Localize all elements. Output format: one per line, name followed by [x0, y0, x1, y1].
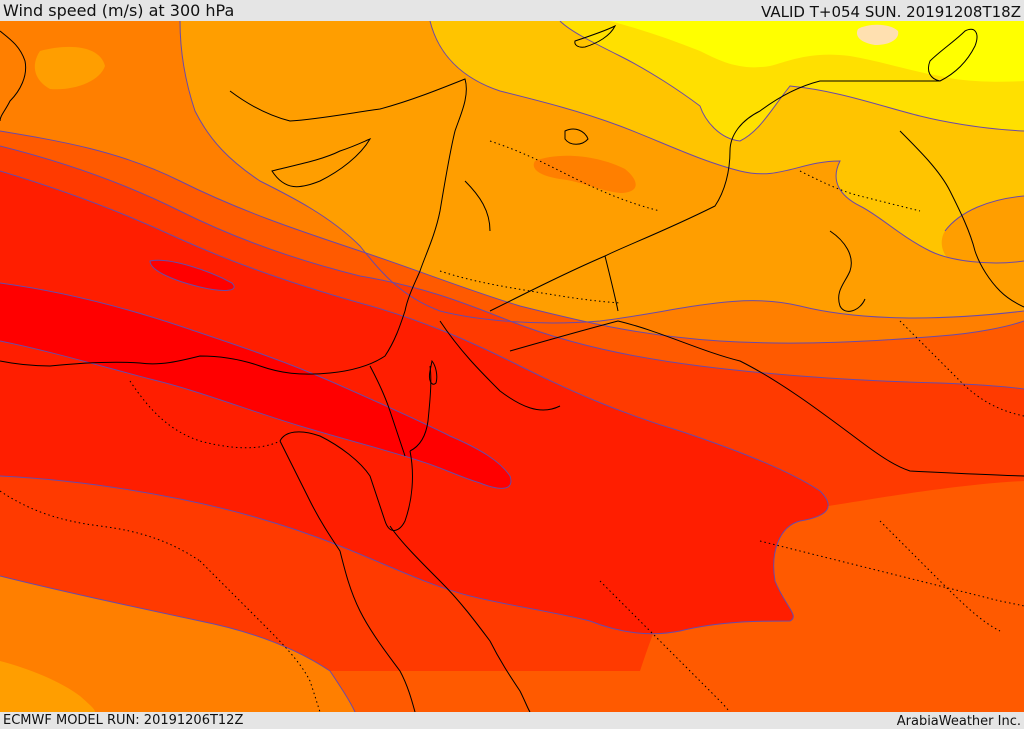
wind-speed-map[interactable] [0, 21, 1024, 712]
coastline-red-sea-west [279, 440, 416, 712]
border-solid [369, 365, 406, 457]
coastline-levant-egypt [0, 310, 406, 375]
border-solid [604, 255, 619, 312]
border-dotted [199, 560, 321, 712]
map-header: Wind speed (m/s) at 300 hPa VALID T+054 … [0, 0, 1024, 21]
credit: ArabiaWeather Inc. [896, 714, 1021, 729]
isotach-line [149, 259, 235, 291]
isotach-line [0, 575, 356, 712]
coastline-black-sea [574, 24, 617, 48]
coastline-caspian [927, 28, 978, 82]
isotach-line [944, 195, 1024, 232]
border-dotted [899, 320, 1024, 417]
isotach-line [559, 21, 1024, 142]
coastline-gulf-aqaba [409, 365, 432, 452]
border-dotted [439, 270, 621, 304]
coastline-iraq-gulf [899, 130, 1024, 308]
coastline-lake-van [564, 128, 589, 145]
map-title: Wind speed (m/s) at 300 hPa [3, 1, 235, 20]
model-run: ECMWF MODEL RUN: 20191206T12Z [3, 713, 244, 728]
band-north-yellow [610, 21, 1024, 82]
coastline-cyprus [271, 137, 372, 188]
isotach-line [0, 130, 1024, 344]
isotach-lines [0, 21, 1024, 712]
coastline-red-sea-east [279, 431, 413, 531]
border-dotted [799, 170, 921, 212]
borders-dotted [0, 140, 1024, 712]
border-dotted [879, 520, 1001, 632]
border-solid [509, 320, 1024, 477]
band-pale-spot [856, 24, 899, 45]
band-core-lobe [150, 260, 235, 291]
isotach-line [0, 170, 829, 635]
coastline-dead-sea [429, 359, 438, 385]
isotach-line [179, 21, 1024, 324]
borders [369, 80, 1024, 477]
band-southwest-amber [0, 661, 95, 712]
band-south-orange [0, 576, 355, 712]
band-syria-spot [533, 155, 636, 193]
isotach-bands [0, 21, 1024, 712]
border-dotted [0, 490, 201, 562]
border-solid [464, 180, 491, 232]
border-dotted [129, 380, 281, 449]
border-solid [489, 80, 940, 312]
valid-time: VALID T+054 SUN. 20191208T18Z [761, 3, 1021, 21]
coastline-aegean [0, 30, 27, 122]
coastline-turkey-syria [229, 78, 467, 312]
band-northwest-orange [34, 46, 105, 90]
map-footer: ECMWF MODEL RUN: 20191206T12Z ArabiaWeat… [0, 712, 1024, 729]
coastline-arabia-west [389, 525, 531, 712]
coastline-persian-gulf [829, 230, 866, 312]
border-dotted [759, 540, 1024, 607]
band-core-red [0, 283, 511, 489]
coastlines [0, 24, 1024, 712]
isotach-line [0, 282, 512, 489]
border-solid [439, 320, 561, 411]
isotach-line [429, 21, 1024, 264]
